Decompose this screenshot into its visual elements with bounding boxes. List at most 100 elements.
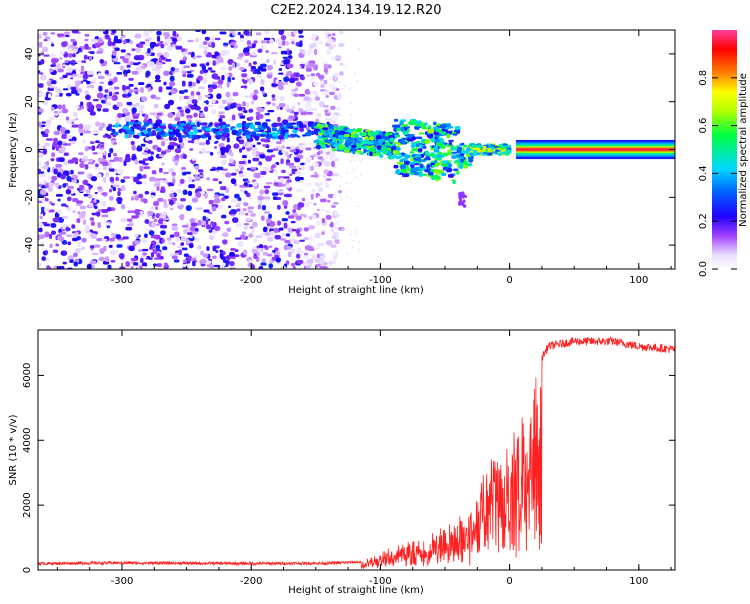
noise-cell <box>206 62 210 66</box>
signal-cell <box>343 127 348 131</box>
noise-cell <box>126 218 133 222</box>
noise-cell <box>199 112 205 118</box>
noise-cell <box>332 258 337 265</box>
noise-cell <box>334 238 340 244</box>
noise-cell <box>183 253 189 257</box>
noise-cell <box>135 214 140 219</box>
signal-cell <box>452 179 456 185</box>
noise-cell <box>222 172 226 175</box>
noise-cell <box>281 81 289 85</box>
carrier-cell <box>146 127 152 133</box>
noise-cell <box>262 251 269 256</box>
signal-cell <box>459 195 463 199</box>
carrier-cell <box>132 123 138 128</box>
carrier-cell <box>506 147 512 150</box>
noise-cell <box>305 265 311 269</box>
noise-cell <box>59 231 67 235</box>
noise-cell <box>221 168 228 171</box>
y-tick-label: -40 <box>24 237 35 253</box>
noise-cell <box>97 75 105 80</box>
carrier-cell <box>127 131 135 135</box>
spectrogram-marks <box>38 30 675 269</box>
noise-cell <box>39 173 46 178</box>
noise-cell <box>290 105 296 110</box>
noise-cell <box>121 34 126 38</box>
noise-cell <box>118 156 123 163</box>
noise-cell <box>105 171 109 177</box>
noise-cell <box>190 91 195 97</box>
noise-cell <box>230 42 236 46</box>
noise-cell <box>280 50 288 55</box>
noise-cell <box>215 84 223 89</box>
noise-cell <box>315 263 321 268</box>
noise-cell <box>226 227 232 233</box>
noise-cell <box>352 168 355 171</box>
noise-cell <box>66 135 73 139</box>
noise-cell <box>310 193 314 200</box>
x-tick-label: -300 <box>111 576 134 587</box>
noise-cell <box>38 54 41 57</box>
noise-cell <box>221 51 227 57</box>
noise-cell <box>52 141 58 148</box>
y-tick-label: 20 <box>24 95 35 108</box>
noise-cell <box>217 79 224 85</box>
noise-cell <box>262 144 267 147</box>
noise-cell <box>290 220 296 224</box>
signal-cell <box>461 142 465 146</box>
noise-cell <box>171 44 177 48</box>
noise-cell <box>274 254 280 258</box>
signal-cell <box>313 140 321 144</box>
noise-cell <box>89 217 95 221</box>
noise-cell <box>219 154 227 159</box>
noise-cell <box>317 243 325 246</box>
carrier-cell <box>179 127 184 130</box>
noise-cell <box>320 255 326 259</box>
signal-cell <box>433 139 441 143</box>
signal-cell <box>419 163 424 169</box>
noise-cell <box>191 197 198 203</box>
noise-cell <box>286 108 292 113</box>
noise-cell <box>332 194 337 199</box>
noise-cell <box>78 47 82 52</box>
noise-cell <box>241 146 246 150</box>
noise-cell <box>115 249 119 254</box>
noise-cell <box>279 238 287 241</box>
noise-cell <box>332 114 338 121</box>
noise-cell <box>64 129 70 134</box>
noise-cell <box>247 210 254 213</box>
carrier-cell <box>196 121 200 126</box>
noise-cell <box>97 72 103 76</box>
signal-cell <box>466 163 472 167</box>
signal-cell <box>313 131 319 135</box>
signal-cell <box>356 127 363 132</box>
noise-cell <box>283 176 290 179</box>
noise-cell <box>169 207 174 210</box>
noise-cell <box>158 57 163 63</box>
carrier-cell <box>285 122 293 127</box>
noise-cell <box>256 248 263 252</box>
noise-cell <box>331 204 336 209</box>
noise-cell <box>225 188 230 194</box>
noise-cell <box>50 32 56 35</box>
signal-cell <box>446 133 451 139</box>
noise-cell <box>213 198 221 204</box>
noise-cell <box>336 88 340 91</box>
noise-cell <box>230 178 237 185</box>
noise-cell <box>345 196 348 199</box>
noise-cell <box>275 257 281 263</box>
carrier-cell <box>200 134 206 139</box>
noise-cell <box>212 245 217 252</box>
noise-cell <box>72 197 79 202</box>
noise-cell <box>248 141 253 148</box>
carrier-cell <box>167 129 173 132</box>
noise-cell <box>264 113 269 116</box>
noise-cell <box>171 226 179 231</box>
signal-cell <box>322 123 326 127</box>
signal-cell <box>427 128 435 134</box>
noise-cell <box>132 89 140 92</box>
noise-cell <box>207 211 212 214</box>
noise-cell <box>139 87 145 93</box>
noise-cell <box>358 48 361 51</box>
signal-cell <box>453 168 459 172</box>
noise-cell <box>244 95 250 98</box>
